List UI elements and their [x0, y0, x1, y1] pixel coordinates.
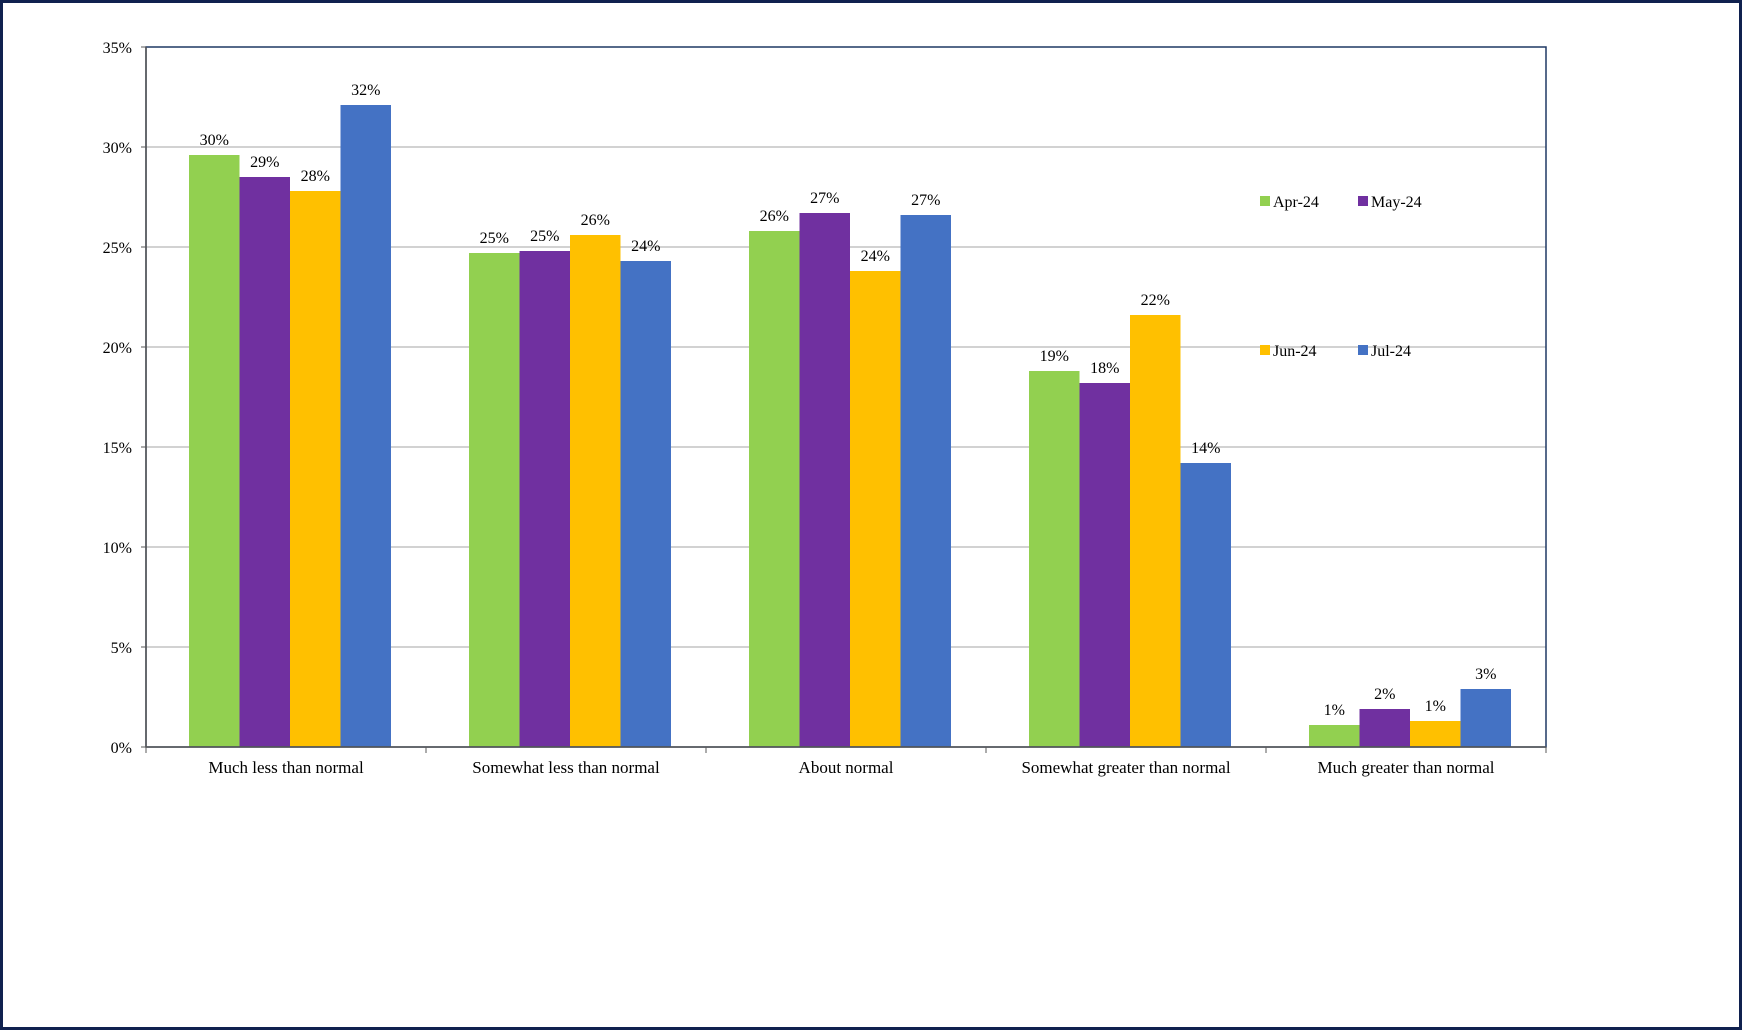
category-label: Much less than normal: [208, 758, 364, 777]
axes: [141, 46, 1547, 753]
legend-swatch: [1358, 196, 1368, 206]
y-tick-label: 30%: [103, 140, 132, 157]
bar: [900, 215, 951, 747]
data-label: 2%: [1374, 686, 1395, 703]
bars: [189, 105, 1511, 747]
legend: Apr-24 May-24 Jun-24 Jul-24: [1260, 194, 1422, 360]
data-label: 29%: [250, 154, 279, 171]
data-label: 27%: [911, 192, 940, 209]
legend-swatch: [1260, 196, 1270, 206]
bar: [519, 251, 570, 747]
legend-label: May-24: [1371, 194, 1422, 211]
data-label: 27%: [810, 190, 839, 207]
legend-item: Apr-24: [1260, 194, 1319, 211]
data-label: 28%: [301, 168, 330, 185]
data-label: 24%: [861, 248, 890, 265]
y-tick-labels: 0% 5% 10% 15% 20% 25% 30% 35%: [103, 40, 132, 757]
data-label: 25%: [530, 228, 559, 245]
data-label: 14%: [1191, 440, 1220, 457]
data-label: 26%: [581, 212, 610, 229]
data-label: 32%: [351, 82, 380, 99]
legend-item: May-24: [1358, 194, 1422, 211]
y-tick-label: 20%: [103, 340, 132, 357]
data-label: 1%: [1425, 698, 1446, 715]
bar: [1180, 463, 1231, 747]
legend-label: Jul-24: [1371, 343, 1411, 360]
y-tick-label: 35%: [103, 40, 132, 57]
category-label: About normal: [799, 758, 894, 777]
category-label: Somewhat greater than normal: [1021, 758, 1230, 777]
y-tick-label: 25%: [103, 240, 132, 257]
category-label: Somewhat less than normal: [472, 758, 660, 777]
data-label: 26%: [760, 208, 789, 225]
bar: [1029, 371, 1080, 747]
bar: [850, 271, 901, 747]
y-tick-label: 5%: [111, 640, 132, 657]
data-label: 19%: [1040, 348, 1069, 365]
data-label: 22%: [1141, 292, 1170, 309]
category-label: Much greater than normal: [1317, 758, 1494, 777]
data-labels: 30% 29% 28% 32% 25% 25% 26% 24% 26% 27% 24% 27% 19% 1…: [200, 82, 1497, 719]
y-tick-label: 0%: [111, 740, 132, 757]
bar: [749, 231, 800, 747]
bar: [1410, 721, 1461, 747]
category-labels: Much less than normal Somewhat less than …: [208, 758, 1494, 777]
legend-label: Apr-24: [1273, 194, 1319, 211]
legend-item: Jun-24: [1260, 343, 1317, 360]
data-label: 25%: [480, 230, 509, 247]
bar: [1460, 689, 1511, 747]
bar: [189, 155, 240, 747]
bar: [799, 213, 850, 747]
data-label: 18%: [1090, 360, 1119, 377]
data-label: 30%: [200, 132, 229, 149]
bar: [1130, 315, 1181, 747]
data-label: 24%: [631, 238, 660, 255]
data-label: 3%: [1475, 666, 1496, 683]
bar: [1309, 725, 1360, 747]
bar: [570, 235, 621, 747]
legend-swatch: [1260, 345, 1270, 355]
bar: [340, 105, 391, 747]
bar: [290, 191, 341, 747]
bar-chart: 0% 5% 10% 15% 20% 25% 30% 35% Much less than no…: [103, 40, 1547, 777]
bar: [620, 261, 671, 747]
y-tick-label: 15%: [103, 440, 132, 457]
bar: [1079, 383, 1130, 747]
legend-item: Jul-24: [1358, 343, 1411, 360]
bar: [469, 253, 520, 747]
bar: [239, 177, 290, 747]
y-tick-label: 10%: [103, 540, 132, 557]
data-label: 1%: [1324, 702, 1345, 719]
legend-swatch: [1358, 345, 1368, 355]
bar: [1359, 709, 1410, 747]
legend-label: Jun-24: [1273, 343, 1317, 360]
